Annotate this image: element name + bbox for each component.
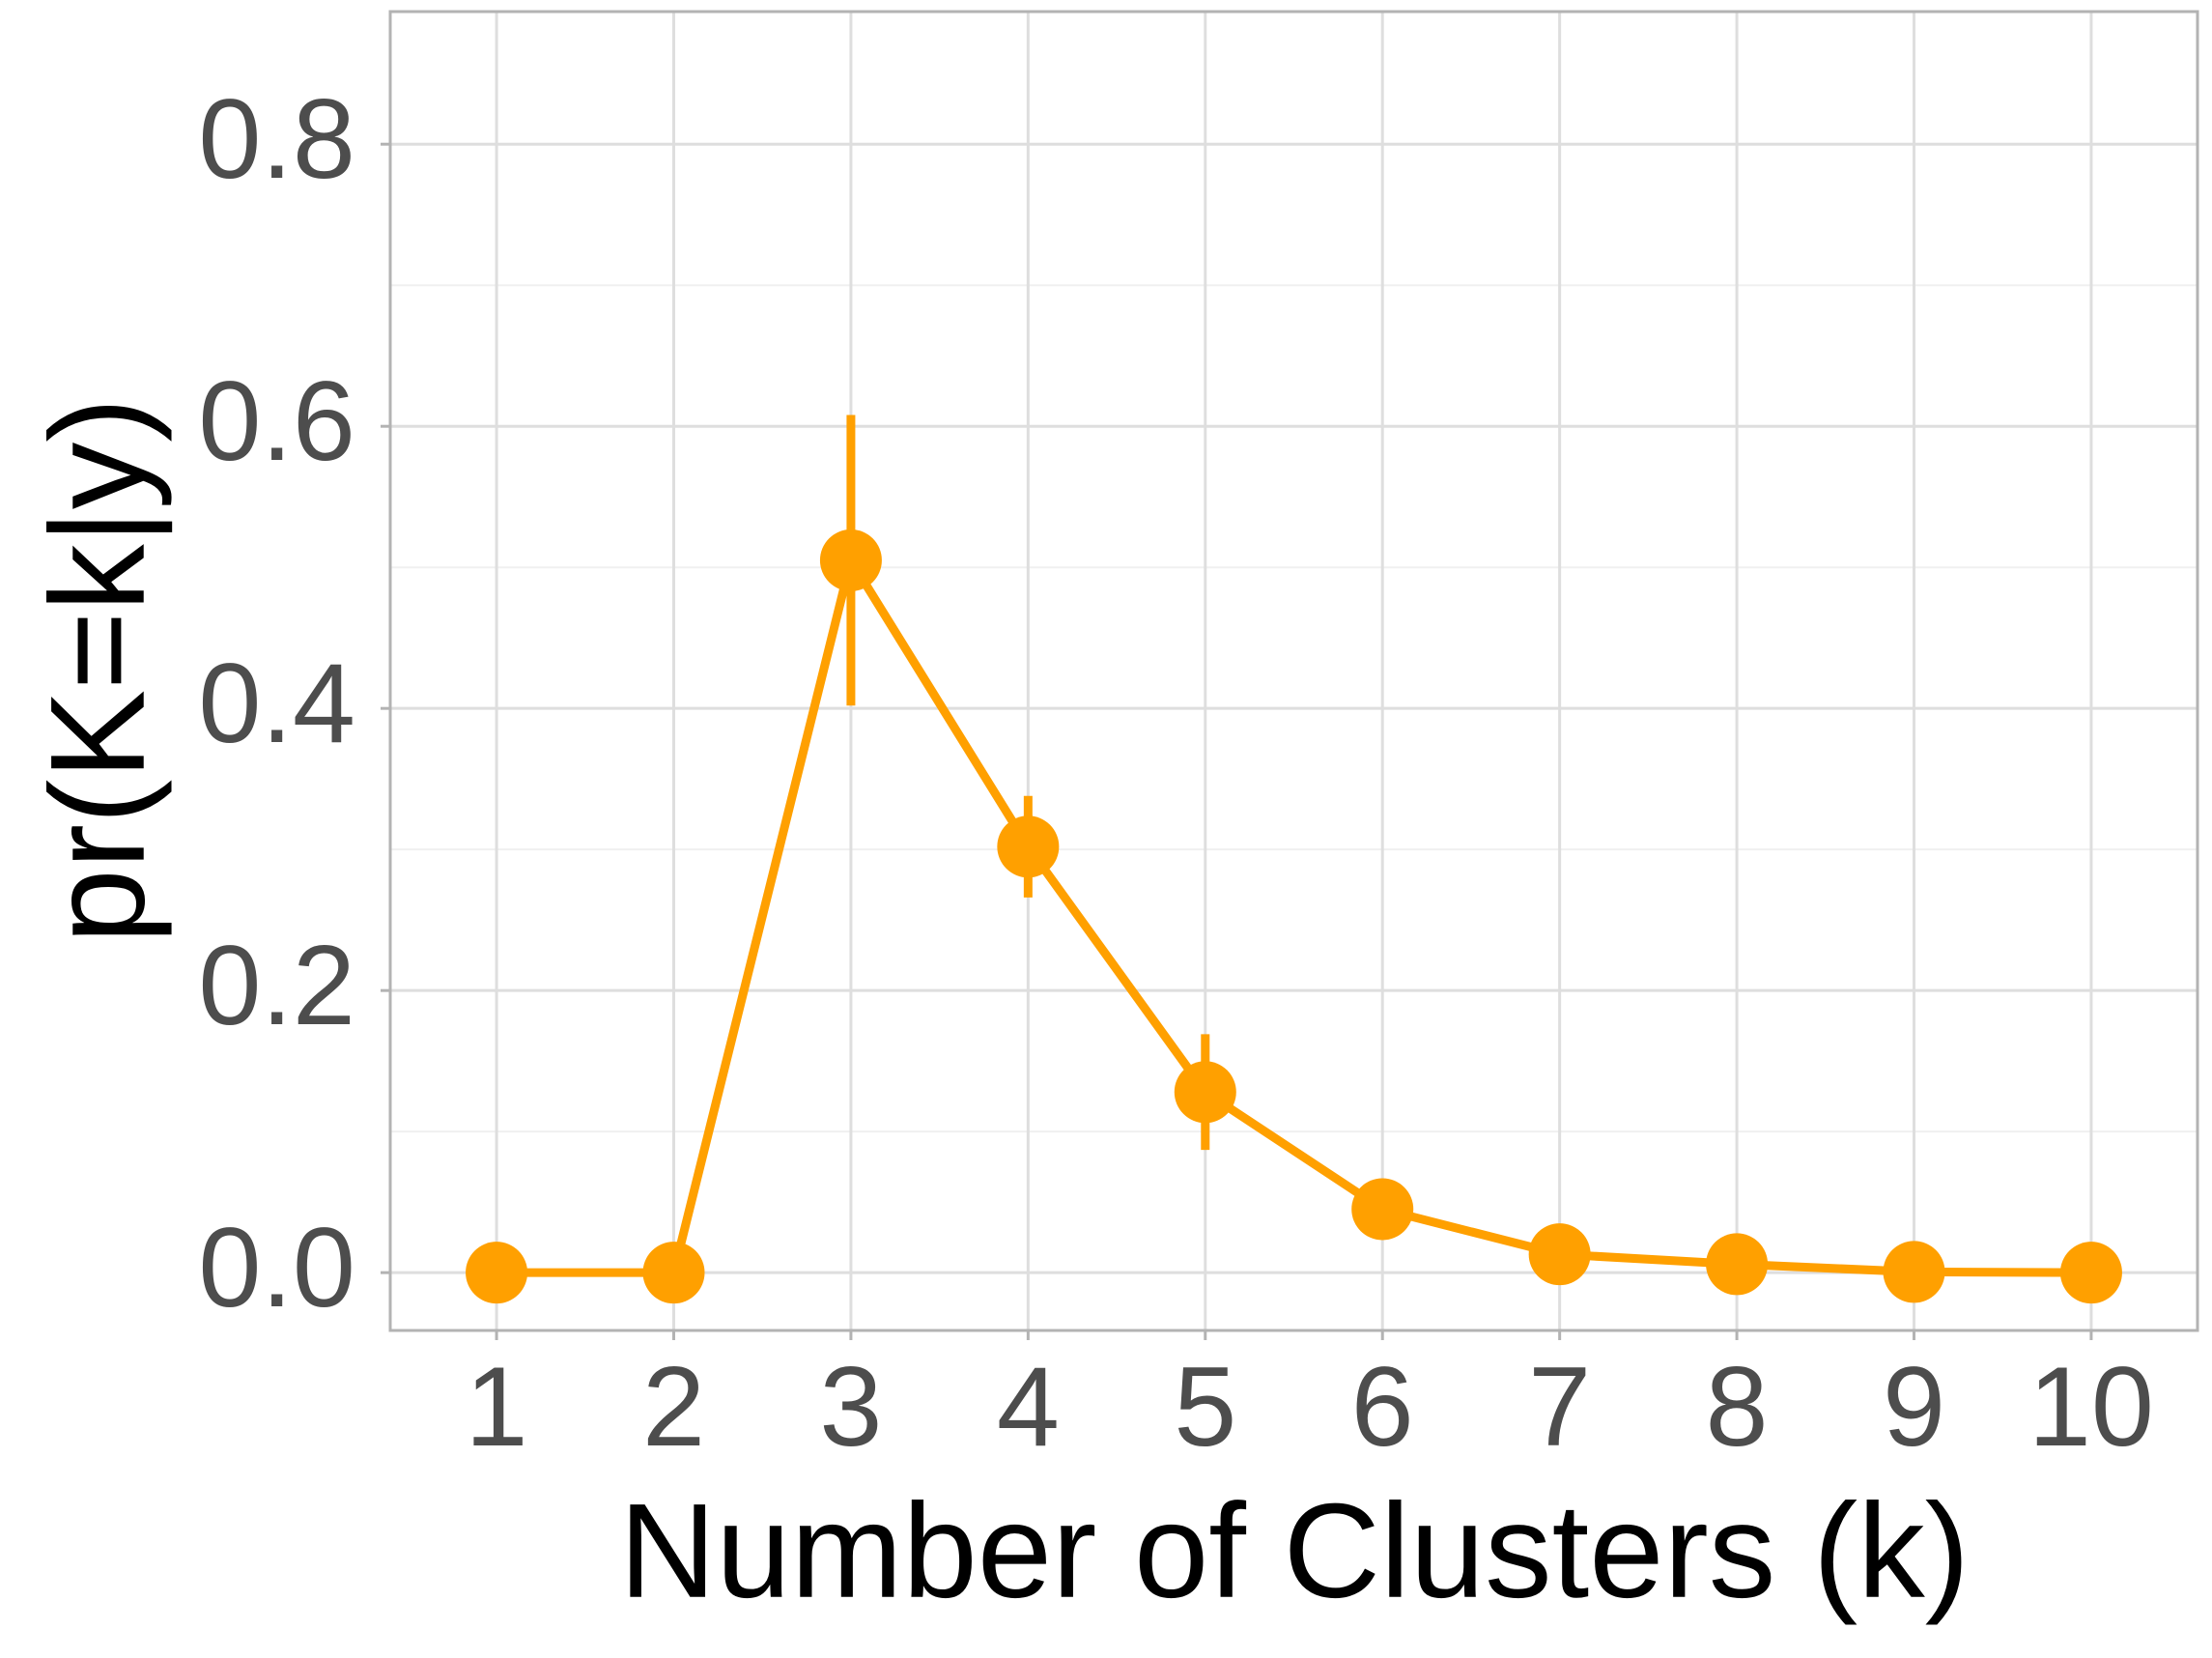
data-point	[1174, 1061, 1236, 1124]
x-tick-label: 9	[1883, 1343, 1945, 1470]
panel-border	[388, 10, 2199, 1332]
data-point	[2059, 1242, 2122, 1304]
data-point	[819, 529, 882, 591]
x-tick-label: 5	[1174, 1343, 1236, 1470]
x-tick-label: 3	[819, 1343, 882, 1470]
y-tick-label: 0.2	[198, 922, 355, 1048]
x-tick-label: 10	[2028, 1343, 2154, 1470]
x-tick-label: 1	[466, 1343, 528, 1470]
x-tick-label: 7	[1528, 1343, 1591, 1470]
x-tick-label: 8	[1706, 1343, 1769, 1470]
x-tick-label: 2	[642, 1343, 705, 1470]
data-point	[997, 815, 1060, 878]
x-axis-title: Number of Clusters (k)	[619, 1476, 1970, 1626]
data-point	[642, 1242, 705, 1304]
data-point	[1351, 1178, 1414, 1241]
y-tick-label: 0.6	[198, 357, 355, 484]
data-point	[1706, 1233, 1769, 1296]
y-tick-label: 0.8	[198, 75, 355, 202]
data-point	[466, 1242, 528, 1304]
data-point	[1528, 1223, 1591, 1286]
x-tick-label: 6	[1351, 1343, 1414, 1470]
x-tick-label: 4	[997, 1343, 1060, 1470]
y-tick-label: 0.4	[198, 640, 355, 766]
data-point	[1883, 1241, 1945, 1303]
y-tick-label: 0.0	[198, 1204, 355, 1330]
data-line	[496, 556, 2091, 1277]
y-axis-title: pr(K=k|y)	[23, 397, 173, 943]
